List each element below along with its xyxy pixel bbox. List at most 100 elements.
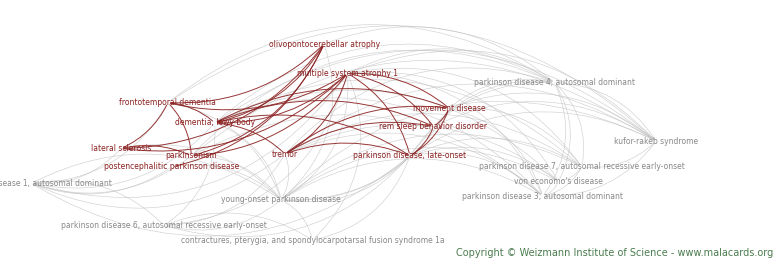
FancyArrowPatch shape xyxy=(217,46,323,122)
FancyArrowPatch shape xyxy=(412,111,448,154)
FancyArrowPatch shape xyxy=(287,84,654,152)
Text: parkinson disease 1, autosomal dominant: parkinson disease 1, autosomal dominant xyxy=(0,179,112,188)
FancyArrowPatch shape xyxy=(544,85,565,194)
FancyArrowPatch shape xyxy=(557,84,583,164)
FancyArrowPatch shape xyxy=(34,76,346,197)
FancyArrowPatch shape xyxy=(284,201,312,238)
FancyArrowPatch shape xyxy=(123,145,189,155)
FancyArrowPatch shape xyxy=(218,123,283,152)
FancyArrowPatch shape xyxy=(166,201,279,230)
FancyArrowPatch shape xyxy=(166,158,408,237)
FancyArrowPatch shape xyxy=(287,76,347,153)
Text: parkinson disease 6, autosomal recessive early-onset: parkinson disease 6, autosomal recessive… xyxy=(61,221,267,230)
FancyArrowPatch shape xyxy=(34,105,166,183)
Text: Copyright © Weizmann Institute of Science - www.malacards.org: Copyright © Weizmann Institute of Scienc… xyxy=(456,248,773,258)
FancyArrowPatch shape xyxy=(170,26,654,139)
FancyArrowPatch shape xyxy=(34,125,213,188)
FancyArrowPatch shape xyxy=(217,115,408,154)
FancyArrowPatch shape xyxy=(283,157,289,197)
FancyArrowPatch shape xyxy=(545,184,557,195)
FancyArrowPatch shape xyxy=(561,169,580,181)
FancyArrowPatch shape xyxy=(170,103,280,197)
FancyArrowPatch shape xyxy=(194,156,280,198)
FancyArrowPatch shape xyxy=(194,46,323,155)
FancyArrowPatch shape xyxy=(167,76,347,225)
FancyArrowPatch shape xyxy=(34,158,189,193)
FancyArrowPatch shape xyxy=(284,111,448,200)
FancyArrowPatch shape xyxy=(585,143,654,167)
FancyArrowPatch shape xyxy=(217,79,580,165)
FancyArrowPatch shape xyxy=(284,129,432,200)
FancyArrowPatch shape xyxy=(287,125,556,180)
FancyArrowPatch shape xyxy=(350,74,432,124)
Text: parkinson disease 7, autosomal recessive early-onset: parkinson disease 7, autosomal recessive… xyxy=(479,162,685,171)
FancyArrowPatch shape xyxy=(351,68,580,164)
FancyArrowPatch shape xyxy=(451,79,552,106)
FancyArrowPatch shape xyxy=(350,75,409,153)
FancyArrowPatch shape xyxy=(166,213,310,239)
FancyArrowPatch shape xyxy=(284,158,408,202)
FancyArrowPatch shape xyxy=(217,101,431,125)
FancyArrowPatch shape xyxy=(284,134,580,198)
FancyArrowPatch shape xyxy=(194,115,540,194)
FancyArrowPatch shape xyxy=(436,111,448,125)
Text: parkinson disease, late-onset: parkinson disease, late-onset xyxy=(354,151,466,160)
FancyArrowPatch shape xyxy=(284,148,556,198)
FancyArrowPatch shape xyxy=(123,105,166,147)
FancyArrowPatch shape xyxy=(171,46,322,103)
Text: kufor-rakeb syndrome: kufor-rakeb syndrome xyxy=(614,137,698,146)
Text: parkinsonism: parkinsonism xyxy=(166,151,217,160)
FancyArrowPatch shape xyxy=(34,158,408,236)
FancyArrowPatch shape xyxy=(436,102,654,140)
FancyArrowPatch shape xyxy=(284,76,348,198)
FancyArrowPatch shape xyxy=(34,181,162,224)
FancyArrowPatch shape xyxy=(175,165,279,198)
Text: movement disease: movement disease xyxy=(413,104,485,113)
Text: rem sleep behavior disorder: rem sleep behavior disorder xyxy=(380,122,487,131)
FancyArrowPatch shape xyxy=(287,114,580,165)
FancyArrowPatch shape xyxy=(351,72,557,179)
Text: young-onset parkinson disease: young-onset parkinson disease xyxy=(221,195,341,204)
FancyArrowPatch shape xyxy=(351,73,541,194)
Text: von economo's disease: von economo's disease xyxy=(514,177,603,186)
FancyArrowPatch shape xyxy=(217,90,556,180)
Text: lateral sclerosis: lateral sclerosis xyxy=(91,144,152,153)
FancyArrowPatch shape xyxy=(287,133,540,194)
FancyArrowPatch shape xyxy=(217,50,654,139)
Text: parkinson disease 3, autosomal dominant: parkinson disease 3, autosomal dominant xyxy=(462,192,623,201)
Text: postencephalitic parkinson disease: postencephalitic parkinson disease xyxy=(104,162,240,171)
FancyArrowPatch shape xyxy=(169,105,191,153)
FancyArrowPatch shape xyxy=(217,98,541,194)
FancyArrowPatch shape xyxy=(284,159,540,198)
FancyArrowPatch shape xyxy=(315,76,361,238)
FancyArrowPatch shape xyxy=(287,106,446,152)
FancyArrowPatch shape xyxy=(174,46,323,166)
FancyArrowPatch shape xyxy=(34,154,279,198)
FancyArrowPatch shape xyxy=(284,47,333,198)
FancyArrowPatch shape xyxy=(171,103,212,121)
FancyArrowPatch shape xyxy=(412,153,540,194)
FancyArrowPatch shape xyxy=(412,129,433,154)
FancyArrowPatch shape xyxy=(545,169,580,196)
FancyArrowPatch shape xyxy=(170,75,345,110)
Text: olivopontocerebellar atrophy: olivopontocerebellar atrophy xyxy=(269,40,380,49)
FancyArrowPatch shape xyxy=(170,25,552,101)
Text: multiple system atrophy 1: multiple system atrophy 1 xyxy=(297,69,398,78)
FancyArrowPatch shape xyxy=(351,73,447,106)
FancyArrowPatch shape xyxy=(34,168,169,194)
Text: contractures, pterygia, and spondylocarpotarsal fusion syndrome 1a: contractures, pterygia, and spondylocarp… xyxy=(180,236,444,245)
FancyArrowPatch shape xyxy=(350,49,552,81)
FancyArrowPatch shape xyxy=(34,156,283,208)
FancyArrowPatch shape xyxy=(412,147,556,180)
FancyArrowPatch shape xyxy=(124,46,323,148)
FancyArrowPatch shape xyxy=(166,126,215,224)
Text: tremor: tremor xyxy=(272,149,298,158)
FancyArrowPatch shape xyxy=(350,51,654,139)
Text: frontotemporal dementia: frontotemporal dementia xyxy=(119,98,216,107)
FancyArrowPatch shape xyxy=(556,85,570,179)
FancyArrowPatch shape xyxy=(217,124,280,197)
FancyArrowPatch shape xyxy=(217,44,552,121)
FancyArrowPatch shape xyxy=(123,145,280,198)
FancyArrowPatch shape xyxy=(287,68,552,152)
FancyArrowPatch shape xyxy=(412,112,654,154)
